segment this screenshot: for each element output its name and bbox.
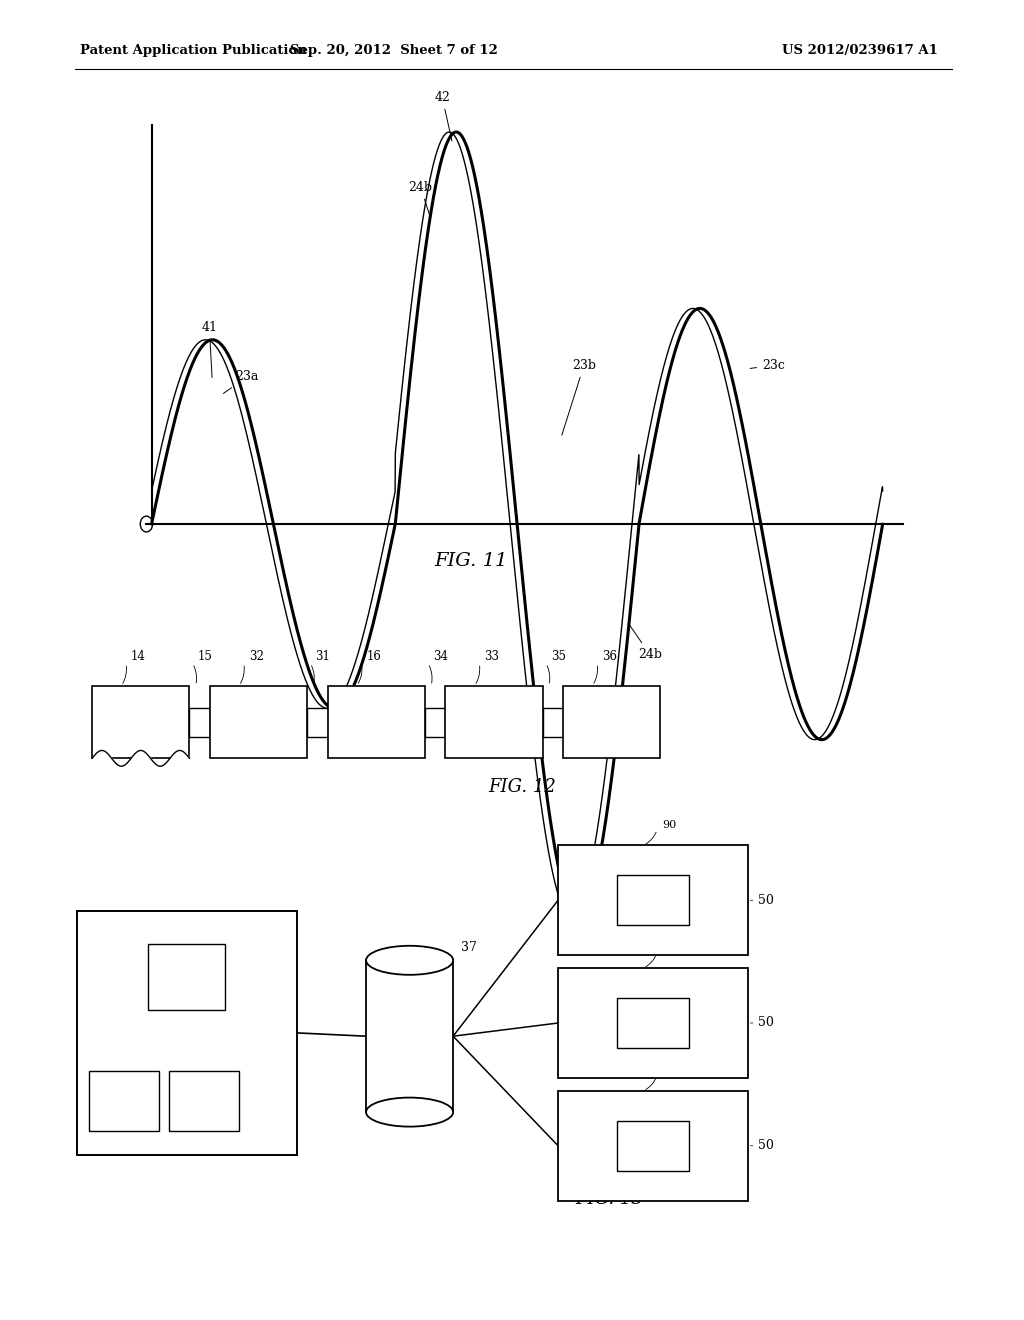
- FancyBboxPatch shape: [307, 708, 328, 737]
- Text: 10: 10: [87, 921, 103, 935]
- Text: 90: 90: [663, 1065, 677, 1074]
- Text: 24b: 24b: [629, 623, 662, 661]
- FancyBboxPatch shape: [210, 686, 307, 758]
- FancyBboxPatch shape: [189, 708, 210, 737]
- Text: 32: 32: [249, 651, 264, 663]
- Text: 15: 15: [198, 651, 213, 663]
- Ellipse shape: [367, 945, 453, 974]
- Text: 42: 42: [434, 91, 452, 141]
- Text: US 2012/0239617 A1: US 2012/0239617 A1: [782, 44, 938, 57]
- Text: 38: 38: [175, 927, 188, 937]
- Text: 41: 41: [202, 321, 217, 378]
- Text: 90: 90: [663, 820, 677, 829]
- Text: 23b: 23b: [562, 359, 596, 436]
- Ellipse shape: [367, 1098, 453, 1127]
- FancyBboxPatch shape: [328, 686, 425, 758]
- FancyBboxPatch shape: [148, 944, 225, 1010]
- Text: 31: 31: [315, 651, 331, 663]
- Text: Patent Application Publication: Patent Application Publication: [80, 44, 306, 57]
- Text: Sep. 20, 2012  Sheet 7 of 12: Sep. 20, 2012 Sheet 7 of 12: [290, 44, 499, 57]
- Text: 50: 50: [758, 894, 774, 907]
- Text: 14: 14: [131, 651, 146, 663]
- Text: 33: 33: [484, 651, 500, 663]
- Text: 50: 50: [197, 1143, 211, 1154]
- FancyBboxPatch shape: [77, 911, 297, 1155]
- FancyBboxPatch shape: [616, 1121, 689, 1171]
- Text: 36: 36: [602, 651, 617, 663]
- FancyBboxPatch shape: [367, 961, 454, 1111]
- Text: 34: 34: [433, 651, 449, 663]
- Text: 24b: 24b: [409, 181, 433, 215]
- Text: 36: 36: [89, 1143, 103, 1154]
- FancyBboxPatch shape: [558, 1090, 748, 1201]
- Text: 37: 37: [461, 941, 477, 953]
- FancyBboxPatch shape: [563, 686, 660, 758]
- FancyBboxPatch shape: [425, 708, 445, 737]
- FancyBboxPatch shape: [616, 998, 689, 1048]
- FancyBboxPatch shape: [616, 875, 689, 925]
- Text: 50: 50: [758, 1016, 774, 1030]
- Text: 16: 16: [367, 651, 382, 663]
- FancyBboxPatch shape: [558, 845, 748, 956]
- Text: FIG. 13: FIG. 13: [575, 1189, 643, 1208]
- FancyBboxPatch shape: [89, 1071, 159, 1131]
- FancyBboxPatch shape: [92, 686, 189, 758]
- Text: 23c: 23c: [751, 359, 785, 372]
- FancyBboxPatch shape: [558, 969, 748, 1077]
- Text: 35: 35: [551, 651, 566, 663]
- Text: 90: 90: [663, 942, 677, 953]
- Text: 23a: 23a: [223, 371, 259, 393]
- FancyBboxPatch shape: [169, 1071, 239, 1131]
- FancyBboxPatch shape: [543, 708, 563, 737]
- Text: 50: 50: [758, 1139, 774, 1152]
- FancyBboxPatch shape: [445, 686, 543, 758]
- Text: FIG. 11: FIG. 11: [434, 552, 508, 570]
- Text: FIG. 12: FIG. 12: [488, 777, 556, 796]
